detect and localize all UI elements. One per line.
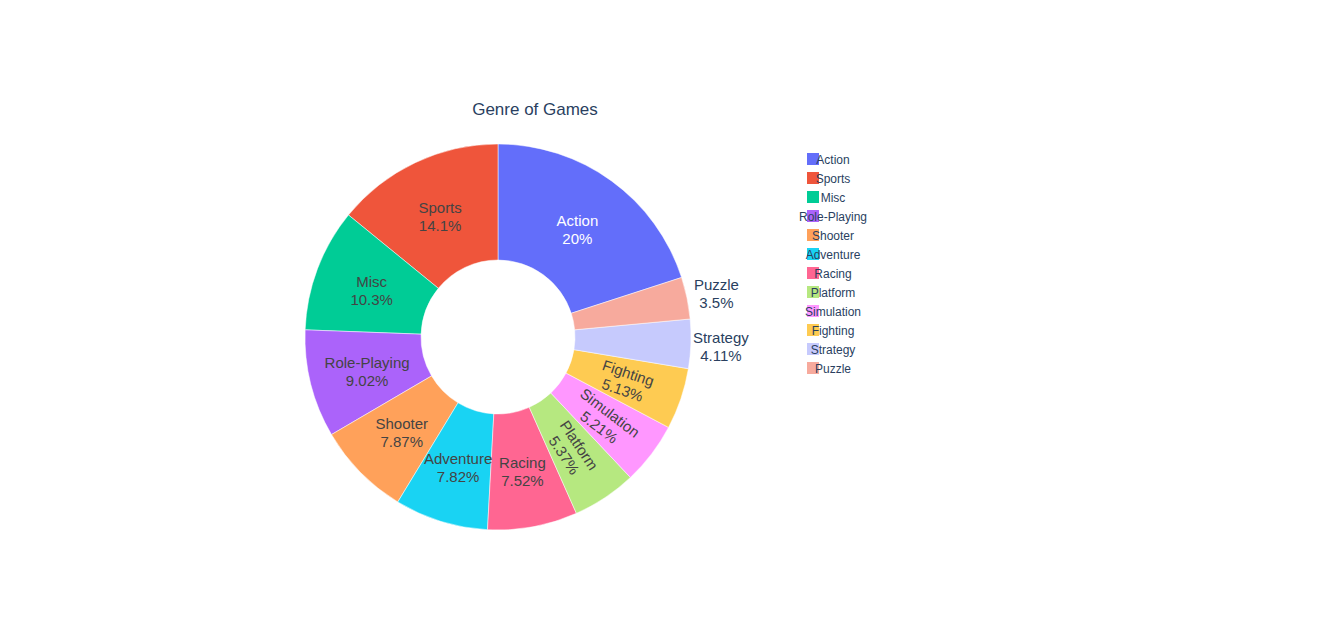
- svg-text:Strategy: Strategy: [811, 343, 856, 357]
- svg-text:Platform: Platform: [811, 286, 856, 300]
- svg-text:Sports: Sports: [816, 172, 851, 186]
- svg-text:Puzzle3.5%: Puzzle3.5%: [694, 276, 739, 311]
- svg-text:Racing: Racing: [814, 267, 851, 281]
- svg-text:Action20%: Action20%: [557, 212, 599, 247]
- svg-text:Fighting: Fighting: [812, 324, 855, 338]
- svg-text:Role-Playing: Role-Playing: [799, 210, 867, 224]
- svg-text:Action: Action: [816, 153, 849, 167]
- svg-text:Racing7.52%: Racing7.52%: [499, 454, 546, 489]
- svg-text:Shooter7.87%: Shooter7.87%: [376, 415, 429, 450]
- svg-text:Puzzle: Puzzle: [815, 362, 851, 376]
- svg-text:Shooter: Shooter: [812, 229, 854, 243]
- svg-text:Adventure7.82%: Adventure7.82%: [424, 450, 492, 485]
- svg-text:Sports14.1%: Sports14.1%: [418, 199, 461, 234]
- svg-text:Misc: Misc: [821, 191, 846, 205]
- svg-text:Genre of Games: Genre of Games: [472, 100, 598, 119]
- svg-text:Adventure: Adventure: [806, 248, 861, 262]
- svg-text:Fighting5.13%: Fighting5.13%: [595, 356, 657, 406]
- svg-text:Simulation: Simulation: [805, 305, 861, 319]
- svg-text:Role-Playing9.02%: Role-Playing9.02%: [325, 354, 410, 389]
- svg-text:Misc10.3%: Misc10.3%: [350, 273, 393, 308]
- svg-text:Strategy4.11%: Strategy4.11%: [693, 329, 749, 364]
